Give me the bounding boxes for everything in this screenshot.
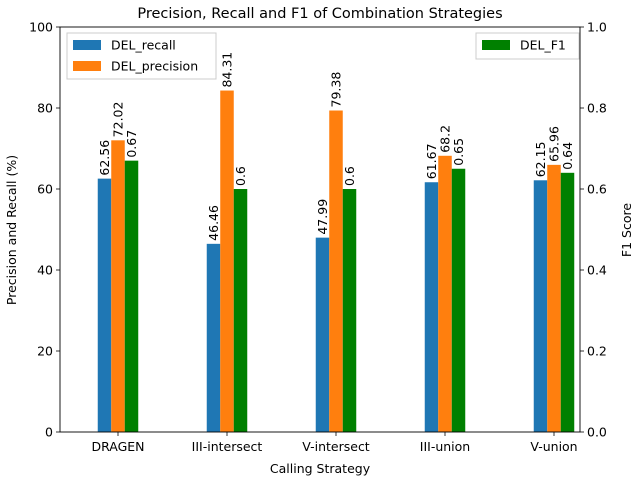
data-label-del-precision-iii-union: 68.2 bbox=[438, 125, 453, 153]
bar-del-f1-dragen bbox=[124, 160, 139, 432]
legend-left: DEL_recall DEL_precision bbox=[66, 32, 217, 80]
data-label-del-recall-iii-intersect: 46.46 bbox=[206, 205, 221, 241]
bar-del-f1-v-intersect bbox=[342, 189, 357, 432]
data-label-del-recall-v-intersect: 47.99 bbox=[315, 199, 330, 235]
bar-del-recall-v-intersect bbox=[315, 237, 330, 432]
bar-del-precision-v-union bbox=[547, 164, 561, 432]
axes-frame bbox=[59, 26, 581, 433]
bar-del-precision-v-intersect bbox=[329, 110, 343, 433]
bar-del-recall-dragen bbox=[97, 178, 112, 432]
legend-label-del-precision: DEL_precision bbox=[111, 59, 198, 74]
x-tick-label-dragen: DRAGEN bbox=[91, 439, 144, 454]
data-label-del-f1-iii-union: 0.65 bbox=[451, 138, 466, 166]
y2-tick-label-0-4: 0.4 bbox=[587, 263, 607, 278]
data-label-del-precision-v-union: 65.96 bbox=[547, 126, 562, 162]
legend-label-del-f1: DEL_F1 bbox=[520, 38, 566, 53]
legend-swatch-del-precision bbox=[73, 61, 101, 71]
bar-del-f1-iii-intersect bbox=[233, 189, 248, 432]
legend-swatch-del-f1 bbox=[482, 40, 510, 50]
y2-axis-label: F1 Score bbox=[619, 203, 634, 257]
bar-del-recall-iii-intersect bbox=[206, 243, 221, 432]
x-axis-label: Calling Strategy bbox=[270, 461, 371, 476]
data-label-del-recall-v-union: 62.15 bbox=[533, 141, 548, 177]
x-tick-label-iii-intersect: III-intersect bbox=[192, 439, 263, 454]
bar-del-precision-iii-intersect bbox=[220, 90, 234, 433]
y-tick-label-0: 0 bbox=[45, 425, 53, 440]
y2-tick-label-0-2: 0.2 bbox=[587, 344, 607, 359]
y2-tick-label-1-0: 1.0 bbox=[587, 20, 607, 35]
data-label-del-f1-v-intersect: 0.6 bbox=[342, 166, 357, 186]
data-label-del-precision-v-intersect: 79.38 bbox=[329, 72, 344, 108]
y-tick-label-100: 100 bbox=[29, 20, 53, 35]
data-label-del-f1-dragen: 0.67 bbox=[124, 130, 139, 158]
y-tick-label-40: 40 bbox=[37, 263, 53, 278]
x-tick-label-iii-union: III-union bbox=[420, 439, 470, 454]
bar-del-f1-v-union bbox=[560, 172, 575, 433]
legend-swatch-del-recall bbox=[73, 40, 101, 50]
y-axis-label: Precision and Recall (%) bbox=[4, 155, 19, 305]
data-label-del-precision-iii-intersect: 84.31 bbox=[220, 52, 235, 88]
data-label-del-precision-dragen: 72.02 bbox=[111, 102, 126, 138]
y2-tick-label-0-8: 0.8 bbox=[587, 101, 607, 116]
y-tick-label-80: 80 bbox=[37, 101, 53, 116]
data-label-del-f1-v-union: 0.64 bbox=[560, 142, 575, 170]
data-label-del-recall-iii-union: 61.67 bbox=[424, 143, 439, 179]
bar-del-precision-iii-union bbox=[438, 155, 452, 433]
bar-del-f1-iii-union bbox=[451, 168, 466, 432]
y2-tick-label-0-0: 0.0 bbox=[587, 425, 607, 440]
data-label-del-recall-dragen: 62.56 bbox=[97, 140, 112, 176]
x-tick-label-v-intersect: V-intersect bbox=[302, 439, 370, 454]
x-tick-label-v-union: V-union bbox=[530, 439, 577, 454]
bar-del-precision-dragen bbox=[111, 140, 125, 432]
chart-title: Precision, Recall and F1 of Combination … bbox=[137, 6, 502, 22]
y-tick-label-20: 20 bbox=[37, 344, 53, 359]
plot-area: 62.56 72.020.67 DRAGEN 46.46 84.31 0.6 III-int… bbox=[29, 20, 607, 455]
bar-del-recall-v-union bbox=[533, 180, 548, 432]
y-tick-label-60: 60 bbox=[37, 182, 53, 197]
legend-label-del-recall: DEL_recall bbox=[111, 38, 176, 53]
y2-tick-label-0-6: 0.6 bbox=[587, 182, 607, 197]
legend-right: DEL_F1 bbox=[475, 32, 580, 60]
bar-del-recall-iii-union bbox=[424, 182, 439, 432]
data-label-del-f1-iii-intersect: 0.6 bbox=[233, 166, 248, 186]
